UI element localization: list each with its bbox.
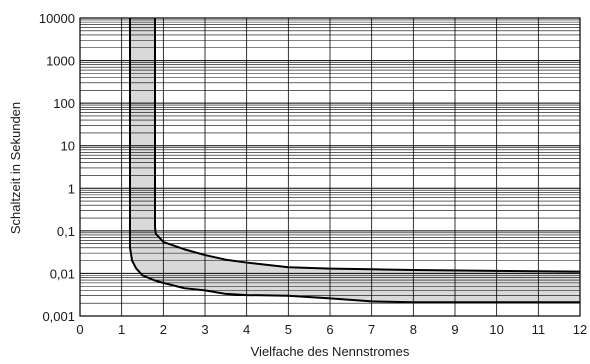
x-tick-label: 1 xyxy=(118,322,125,337)
upper-tripping-curve xyxy=(154,18,581,273)
x-tick-label: 8 xyxy=(410,322,417,337)
x-tick-label: 3 xyxy=(201,322,208,337)
curves-layer xyxy=(129,18,581,304)
y-tick-label: 100 xyxy=(53,96,75,111)
y-axis-title: Schaltzeit in Sekunden xyxy=(8,102,23,234)
plot-frame xyxy=(79,17,581,317)
x-tick-label: 4 xyxy=(243,322,250,337)
x-tick-label: 5 xyxy=(285,322,292,337)
x-tick-label: 0 xyxy=(76,322,83,337)
y-tick-label: 0,001 xyxy=(42,309,75,324)
labels-layer: 0 1 2 3 4 5 6 7 8 9 10 11 120,0010,010,1110100100010… xyxy=(39,11,587,337)
frame-layer xyxy=(79,17,581,317)
x-tick-label: 11 xyxy=(532,322,546,337)
y-tick-label: 1 xyxy=(68,181,75,196)
y-tick-label: 0,1 xyxy=(57,224,75,239)
y-tick-label: 0,01 xyxy=(50,266,75,281)
x-tick-label: 9 xyxy=(451,322,458,337)
x-tick-label: 10 xyxy=(489,322,503,337)
x-tick-label: 7 xyxy=(368,322,375,337)
x-tick-label: 6 xyxy=(326,322,333,337)
x-tick-label: 2 xyxy=(160,322,167,337)
y-tick-label: 10 xyxy=(61,139,75,154)
y-tick-label: 1000 xyxy=(46,54,75,69)
x-tick-label: 12 xyxy=(573,322,587,337)
y-tick-label: 10000 xyxy=(39,11,75,26)
lower-tripping-curve xyxy=(129,18,580,304)
x-axis-title: Vielfache des Nennstromes xyxy=(251,344,410,359)
